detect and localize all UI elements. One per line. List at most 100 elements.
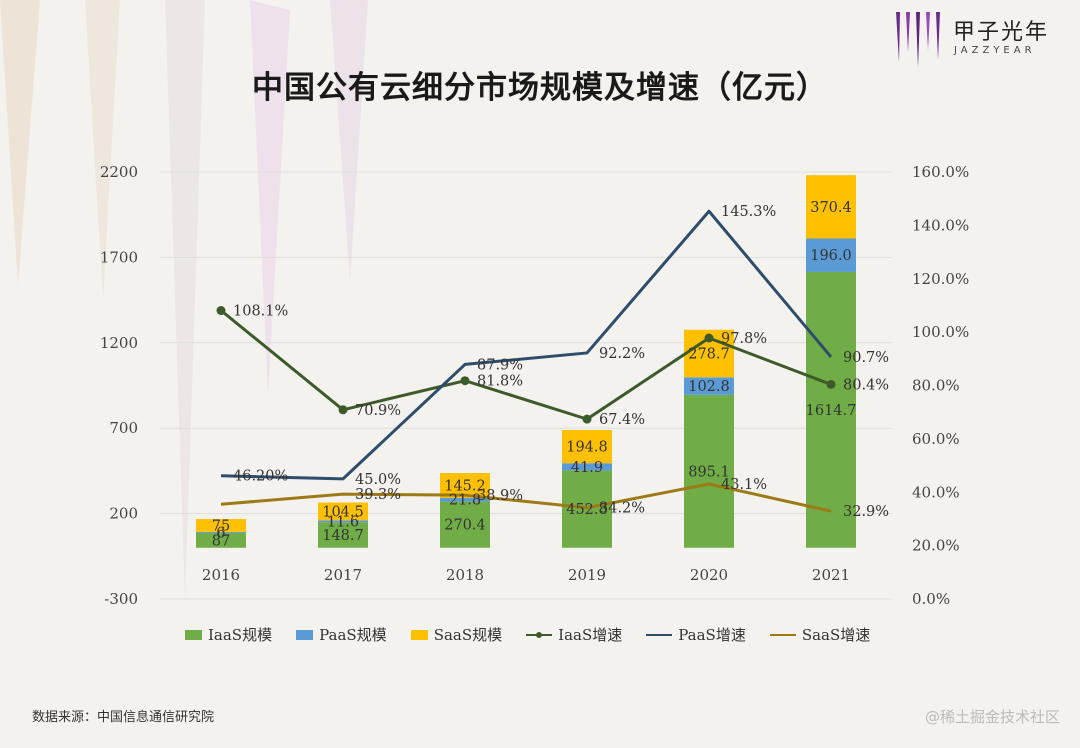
y2-tick-label: 60.0%: [912, 430, 960, 448]
y2-tick-label: 160.0%: [912, 163, 969, 181]
bar-value-label: 196.0: [810, 248, 852, 264]
legend-label: PaaS增速: [678, 626, 746, 644]
y-tick-label: 700: [109, 419, 138, 437]
line-value-label: 39.3%: [355, 487, 401, 503]
grid-lines: [160, 171, 892, 600]
legend-swatch: [185, 629, 202, 640]
chart-title: 中国公有云细分市场规模及增速（亿元）: [252, 70, 828, 106]
decor-stripe: [330, 0, 368, 280]
bar-value-label: 145.2: [444, 478, 486, 494]
legend-line: [769, 633, 796, 636]
bar-value-label: 278.7: [688, 347, 730, 363]
legend-swatch: [296, 629, 314, 640]
bar-value-label: 194.8: [566, 440, 608, 456]
legend-item: PaaS规模: [296, 624, 387, 645]
legend-item: SaaS增速: [769, 624, 871, 645]
line-marker: [338, 405, 348, 415]
bar-value-label: 102.8: [688, 379, 730, 395]
line-value-label: 92.2%: [599, 346, 645, 362]
y2-tick-label: 80.0%: [912, 377, 960, 395]
axis-ticks: -300 200 700 1200 1700 2200 0.0% 20.0% 40.0% 60.0…: [100, 163, 969, 608]
decor-stripe: [250, 0, 290, 395]
line-path: [220, 209, 833, 481]
legend-label: PaaS规模: [319, 626, 387, 644]
bar-value-label: 270.4: [444, 518, 486, 534]
y-tick-label: 200: [109, 505, 138, 523]
legend-item: PaaS增速: [646, 624, 746, 645]
bar-segment: [684, 377, 734, 395]
x-tick-label: 2017: [324, 566, 362, 584]
x-tick-label: 2018: [446, 566, 484, 584]
line-value-label: 80.4%: [843, 377, 889, 393]
legend-label: SaaS增速: [801, 626, 871, 644]
x-tick-label: 2021: [812, 566, 850, 584]
line-value-label: 38.9%: [477, 488, 523, 504]
decor-stripe: [0, 0, 40, 285]
line-marker: [704, 333, 714, 343]
logo-mark-icon: [896, 12, 940, 68]
y2-tick-label: 100.0%: [912, 323, 969, 341]
legend-swatch: [410, 629, 428, 640]
line-value-label: 87.9%: [477, 357, 523, 373]
line-series: [216, 209, 836, 513]
line-marker: [460, 376, 470, 386]
line-value-label: 90.7%: [843, 350, 889, 366]
data-labels: 87 148.7 270.4 452.8 895.1 1614.7 6 11.6 21.8 41.…: [212, 200, 889, 549]
bar-segment: [806, 175, 856, 239]
line-path: [220, 482, 832, 513]
bar-value-label: 75: [212, 518, 230, 534]
x-tick-label: 2016: [202, 566, 240, 584]
y2-tick-label: 40.0%: [912, 483, 960, 501]
line-value-label: 70.9%: [355, 403, 401, 419]
bar-value-label: 370.4: [810, 200, 852, 216]
bar-value-label: 104.5: [322, 504, 364, 520]
bar-value-label: 87: [212, 533, 230, 549]
bar-segment: [562, 429, 612, 464]
bar-value-label: 452.8: [566, 502, 608, 518]
line-value-label: 34.2%: [599, 501, 645, 517]
bar-segment: [196, 531, 246, 533]
line-value-label: 67.4%: [599, 412, 645, 428]
bar-segment: [318, 502, 368, 521]
legend-label: IaaS规模: [208, 626, 273, 644]
legend-line: [526, 631, 553, 638]
legend-label: IaaS增速: [558, 626, 623, 644]
bar-segment: [806, 238, 856, 272]
bar-segment: [806, 271, 856, 548]
y-tick-label: 2200: [100, 163, 138, 181]
line-value-label: 97.8%: [721, 331, 767, 347]
bar-segment: [196, 532, 246, 548]
decor-stripe: [165, 0, 205, 600]
x-tick-label: 2019: [568, 566, 606, 584]
y2-tick-label: 120.0%: [912, 270, 969, 288]
legend-item: IaaS增速: [526, 624, 622, 645]
bar-value-label: 41.9: [571, 460, 603, 476]
decor-stripe: [85, 0, 120, 300]
line-value-label: 145.3%: [721, 204, 776, 220]
bar-value-label: 148.7: [322, 528, 364, 544]
line-value-label: 81.8%: [477, 374, 523, 390]
legend-item: IaaS规模: [185, 624, 272, 645]
line-marker: [582, 414, 592, 424]
brand-logo: 甲子光年 JAZZYEAR: [890, 10, 1070, 70]
chart-legend: IaaS规模 PaaS规模 SaaS规模 IaaS增速 PaaS增速 SaaS增速: [185, 624, 870, 645]
y2-tick-label: 20.0%: [912, 537, 960, 555]
y-tick-label: 1200: [100, 334, 138, 352]
bar-value-label: 21.8: [449, 493, 481, 509]
watermark: @稀土掘金技术社区: [924, 708, 1060, 726]
y2-tick-label: 140.0%: [912, 216, 969, 234]
data-source: 数据来源：中国信息通信研究院: [32, 710, 215, 725]
y-tick-label: -300: [104, 590, 138, 608]
bar-segment: [318, 522, 368, 548]
legend-item: SaaS规模: [410, 624, 502, 645]
bar-value-label: 895.1: [688, 464, 730, 480]
bar-segment: [684, 394, 734, 548]
bar-series: [196, 175, 856, 548]
line-path: [220, 309, 832, 421]
bar-segment: [562, 463, 612, 471]
line-value-label: 108.1%: [233, 304, 288, 320]
bar-segment: [440, 497, 490, 502]
bar-segment: [196, 519, 246, 532]
bar-value-label: 11.6: [327, 514, 359, 530]
